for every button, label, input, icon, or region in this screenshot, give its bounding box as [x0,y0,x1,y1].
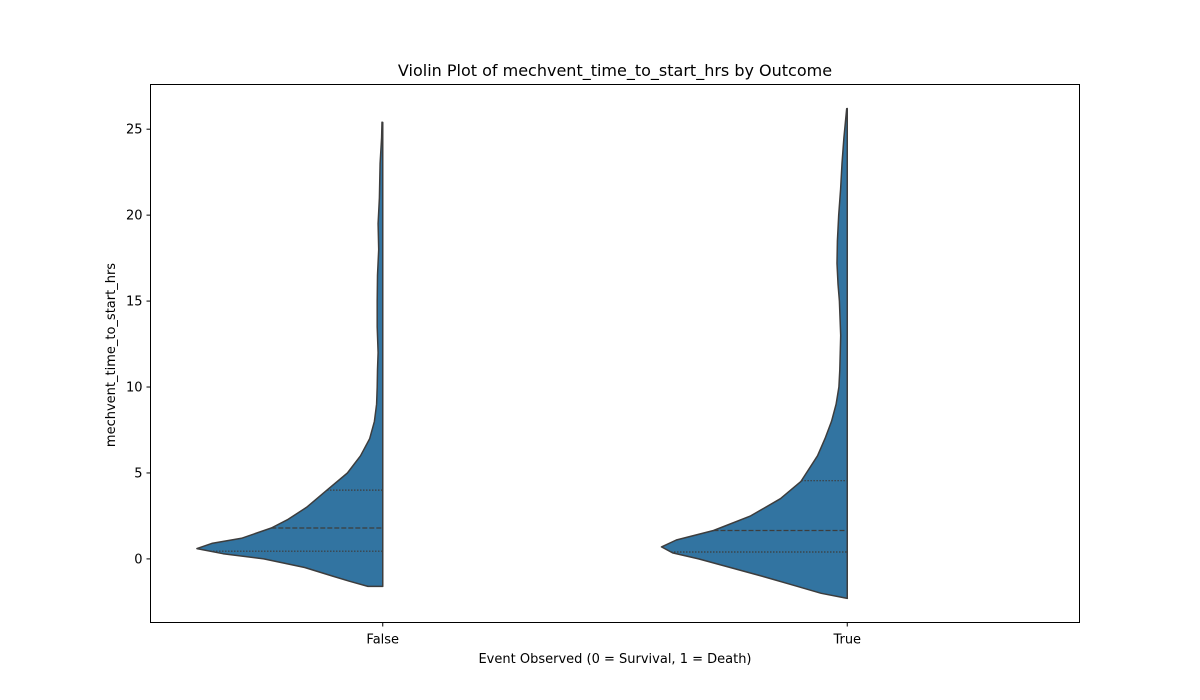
y-tick-label: 10 [126,381,143,396]
chart-title: Violin Plot of mechvent_time_to_start_hr… [398,61,832,81]
x-axis-label: Event Observed (0 = Survival, 1 = Death) [478,652,751,667]
y-tick-label: 0 [134,552,142,567]
plot-area [196,107,849,600]
x-axis: False True [366,622,861,648]
violin-body-false [196,121,384,588]
x-tick-label: True [832,633,861,648]
x-tick-label: False [366,633,399,648]
violin-body-true [660,107,849,600]
y-tick-label: 20 [126,209,143,224]
y-axis: 0 5 10 15 20 25 [126,123,151,567]
y-tick-label: 15 [126,295,143,310]
y-tick-label: 25 [126,123,143,138]
y-tick-label: 5 [134,466,142,481]
plot-frame [150,84,1080,623]
y-axis-label: mechvent_time_to_start_hrs [104,263,119,447]
